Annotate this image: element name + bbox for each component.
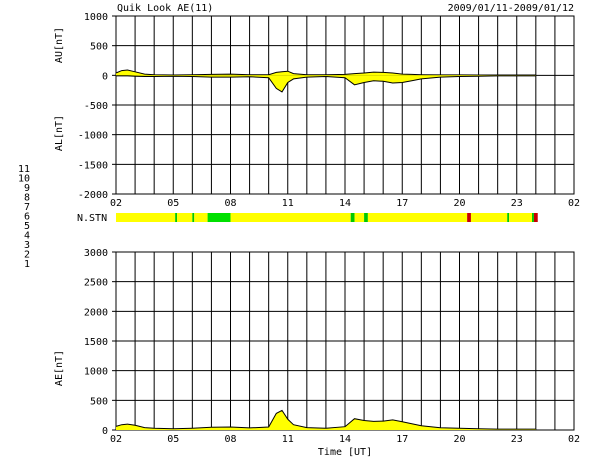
y-tick-label: 2500 [84, 278, 108, 289]
x-tick-label: 11 [282, 434, 294, 445]
x-tick-label: 20 [453, 434, 465, 445]
station-count-segment [354, 213, 365, 222]
x-tick-label: 02 [568, 198, 580, 209]
station-count-segment [207, 213, 231, 222]
x-tick-label: 11 [282, 198, 294, 209]
y-tick-label: 2000 [84, 307, 108, 318]
station-count-segment [507, 213, 510, 222]
station-count-segment [116, 213, 176, 222]
legend-number-11: 11 [18, 164, 30, 175]
legend-number-2: 2 [24, 250, 30, 261]
x-tick-label: 23 [511, 198, 523, 209]
y-tick-label: 1000 [84, 12, 108, 23]
y-tick-label: 0 [102, 71, 108, 82]
x-tick-label: 02 [110, 198, 122, 209]
legend-number-9: 9 [24, 183, 30, 194]
y-tick-label: -1000 [78, 131, 108, 142]
x-tick-label: 17 [396, 198, 408, 209]
x-tick-label: 08 [224, 434, 236, 445]
y-tick-label: 3000 [84, 248, 108, 259]
station-count-segment [470, 213, 508, 222]
y-tick-label: 1000 [84, 367, 108, 378]
x-tick-label: 05 [167, 434, 179, 445]
y-axis-label-au: AU[nT] [54, 27, 65, 63]
legend-number-10: 10 [18, 174, 30, 185]
station-count-segment [467, 213, 471, 222]
legend-number-6: 6 [24, 212, 30, 223]
x-tick-label: 14 [339, 198, 351, 209]
station-count-bar: N.STN [77, 213, 538, 224]
legend-number-7: 7 [24, 202, 30, 213]
x-tick-label: 20 [453, 198, 465, 209]
y-tick-label: -1500 [78, 160, 108, 171]
y-tick-label: -500 [84, 101, 108, 112]
x-tick-label: 17 [396, 434, 408, 445]
station-count-segment [230, 213, 351, 222]
date-range: 2009/01/11-2009/01/12 [448, 3, 574, 14]
station-count-segment [175, 213, 178, 222]
legend-number-3: 3 [24, 240, 30, 251]
y-axis-label-ae: AE[nT] [54, 350, 65, 386]
legend-number-1: 1 [24, 259, 30, 270]
station-count-segment [194, 213, 208, 222]
x-tick-label: 02 [568, 434, 580, 445]
y-tick-label: -2000 [78, 190, 108, 201]
x-tick-label: 08 [224, 198, 236, 209]
series-line-al [116, 75, 536, 93]
y-tick-label: 500 [90, 42, 108, 53]
y-axis-label-al: AL[nT] [54, 115, 65, 151]
station-count-segment [364, 213, 368, 222]
chart-title: Quik Look AE(11) [117, 3, 213, 14]
station-count-segment [367, 213, 468, 222]
legend-number-5: 5 [24, 221, 30, 232]
station-count-segment [533, 213, 538, 222]
legend-number-4: 4 [24, 231, 30, 242]
station-count-segment [350, 213, 355, 222]
x-tick-label: 23 [511, 434, 523, 445]
series-line-ae [115, 409, 536, 430]
y-tick-label: 1500 [84, 337, 108, 348]
y-tick-label: 500 [90, 396, 108, 407]
series-line-au [115, 69, 536, 76]
x-tick-label: 14 [339, 434, 351, 445]
station-count-segment [177, 213, 193, 222]
x-tick-label: 05 [167, 198, 179, 209]
x-axis-label: Time [UT] [318, 447, 372, 458]
station-count-segment [192, 213, 195, 222]
legend-number-8: 8 [24, 193, 30, 204]
station-count-segment [532, 213, 534, 222]
station-count-segment [509, 213, 533, 222]
station-count-label: N.STN [77, 213, 107, 224]
y-tick-label: 0 [102, 426, 108, 437]
x-tick-label: 02 [110, 434, 122, 445]
